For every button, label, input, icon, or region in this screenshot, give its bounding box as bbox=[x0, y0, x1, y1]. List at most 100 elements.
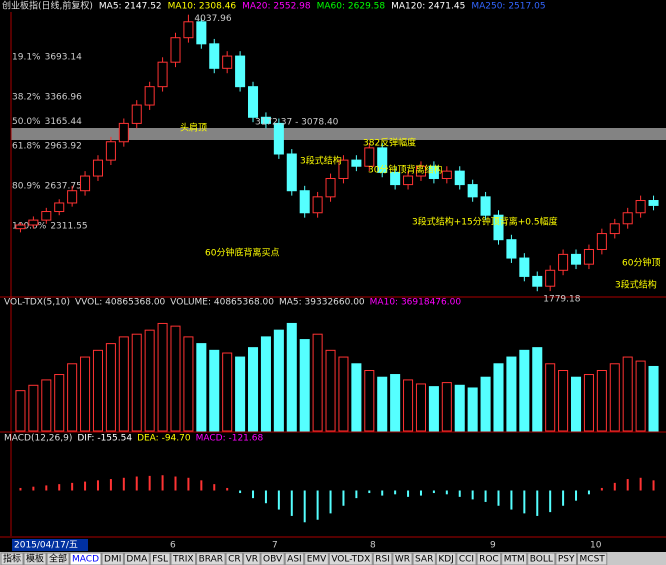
tab[interactable] bbox=[170, 552, 197, 565]
tab-label[interactable]: 全部 bbox=[49, 553, 67, 565]
annotation: 30分钟顶背离结构 bbox=[368, 164, 442, 176]
tab-label[interactable]: 指标 bbox=[3, 553, 21, 565]
fib-pct: 100.0% bbox=[12, 222, 47, 232]
volume-bar bbox=[286, 322, 297, 432]
tab[interactable] bbox=[46, 552, 70, 565]
candle-body bbox=[609, 223, 620, 235]
tab[interactable] bbox=[101, 552, 124, 565]
volume-bar bbox=[299, 339, 310, 432]
candle-body bbox=[622, 212, 633, 225]
volume-bar bbox=[273, 329, 284, 432]
tab-label[interactable]: DMI bbox=[104, 555, 121, 565]
tab[interactable] bbox=[304, 552, 329, 565]
tab-label[interactable]: KDJ bbox=[438, 555, 454, 565]
low-label: 1779.18 bbox=[543, 295, 580, 305]
tab-label[interactable]: WR bbox=[395, 555, 410, 565]
tab[interactable] bbox=[243, 552, 261, 565]
tab[interactable] bbox=[555, 552, 578, 565]
tab-label[interactable]: FSL bbox=[152, 555, 168, 565]
volume-bar bbox=[118, 336, 129, 432]
candle-body bbox=[67, 190, 78, 204]
volume-bar bbox=[545, 363, 556, 432]
volume-bar bbox=[144, 329, 155, 432]
candle-body bbox=[338, 159, 349, 179]
volume-header: VOL-TDX(5,10) bbox=[4, 298, 70, 308]
candle-body bbox=[596, 233, 607, 250]
tab-label[interactable]: BRAR bbox=[199, 555, 223, 565]
tab[interactable] bbox=[527, 552, 556, 565]
annotation: 60分钟顶 bbox=[622, 257, 660, 269]
tab-label[interactable]: PSY bbox=[558, 555, 575, 565]
tab[interactable] bbox=[435, 552, 457, 565]
tab[interactable] bbox=[225, 552, 244, 565]
volume-bar bbox=[325, 349, 336, 432]
annotation: 382反弹幅度 bbox=[363, 137, 416, 149]
month-label: 9 bbox=[490, 541, 496, 551]
tab-label[interactable]: VOL-TDX bbox=[331, 555, 370, 565]
volume-bar bbox=[635, 360, 646, 432]
candle-body bbox=[92, 159, 104, 177]
volume-bar bbox=[364, 370, 375, 432]
month-label: 8 bbox=[370, 541, 376, 551]
tab-label[interactable]: ROC bbox=[479, 555, 499, 565]
candle-body bbox=[364, 147, 375, 167]
fib-pct: 38.2% bbox=[12, 92, 41, 102]
annotation: 头肩顶 bbox=[180, 122, 207, 134]
tab-label[interactable]: SAR bbox=[415, 555, 433, 565]
tab[interactable] bbox=[501, 552, 528, 565]
candle-body bbox=[570, 253, 582, 265]
candle-body bbox=[467, 184, 478, 198]
tab[interactable] bbox=[476, 552, 502, 565]
tab-label[interactable]: 模板 bbox=[26, 553, 44, 565]
candle-body bbox=[54, 202, 65, 213]
tab-label[interactable]: ASI bbox=[287, 555, 302, 565]
tab-label[interactable]: CR bbox=[228, 555, 241, 565]
volume-bar bbox=[648, 365, 659, 432]
tab-label[interactable]: EMV bbox=[307, 555, 327, 565]
volume-bar bbox=[209, 349, 220, 432]
candle-body bbox=[15, 224, 26, 230]
tab[interactable] bbox=[456, 552, 477, 565]
candle-body bbox=[558, 253, 569, 271]
volume-bar bbox=[28, 384, 39, 432]
volume-header: VOLUME: 40865368.00 bbox=[170, 298, 274, 308]
tab-label[interactable]: TRIX bbox=[172, 555, 194, 565]
tab[interactable] bbox=[392, 552, 413, 565]
annotation: 3段式结构+15分钟顶背离+0.5幅度 bbox=[412, 216, 558, 228]
tab[interactable] bbox=[260, 552, 285, 565]
tab-label[interactable]: MTM bbox=[504, 555, 525, 565]
candle-body bbox=[312, 196, 323, 214]
peak-label: 4037.96 bbox=[194, 14, 231, 24]
tab-label[interactable]: CCI bbox=[459, 555, 474, 565]
volume-bar bbox=[428, 386, 439, 432]
tab-label[interactable]: OBV bbox=[263, 555, 283, 565]
tab[interactable] bbox=[123, 552, 150, 565]
candle-body bbox=[157, 61, 168, 88]
tab-label[interactable]: MACD bbox=[72, 555, 99, 565]
tab[interactable] bbox=[577, 552, 608, 565]
volume-header: MA10: 36918476.00 bbox=[370, 298, 462, 308]
tab[interactable] bbox=[69, 552, 102, 565]
tab-label[interactable]: MCST bbox=[580, 555, 606, 565]
tab[interactable] bbox=[284, 552, 305, 565]
fib-value: 3366.96 bbox=[45, 92, 82, 102]
candle-body bbox=[105, 141, 116, 161]
header-item: MA20: 2552.98 bbox=[242, 2, 311, 12]
tab-label[interactable]: RSI bbox=[375, 555, 390, 565]
volume-bar bbox=[415, 383, 427, 432]
tab-label[interactable]: DMA bbox=[126, 555, 148, 565]
tab[interactable] bbox=[23, 552, 47, 565]
tab-label[interactable]: VR bbox=[246, 555, 258, 565]
tab[interactable] bbox=[196, 552, 226, 565]
tab[interactable] bbox=[149, 552, 171, 565]
annotation: 60分钟底背离买点 bbox=[205, 247, 279, 259]
candle-body bbox=[41, 211, 52, 221]
tab[interactable] bbox=[372, 552, 393, 565]
tab-label[interactable]: BOLL bbox=[530, 555, 553, 565]
tab[interactable] bbox=[0, 552, 24, 565]
candle-body bbox=[118, 122, 129, 143]
tab[interactable] bbox=[328, 552, 373, 565]
tab[interactable] bbox=[412, 552, 436, 565]
volume-bar bbox=[609, 363, 620, 432]
volume-bar bbox=[519, 349, 530, 432]
